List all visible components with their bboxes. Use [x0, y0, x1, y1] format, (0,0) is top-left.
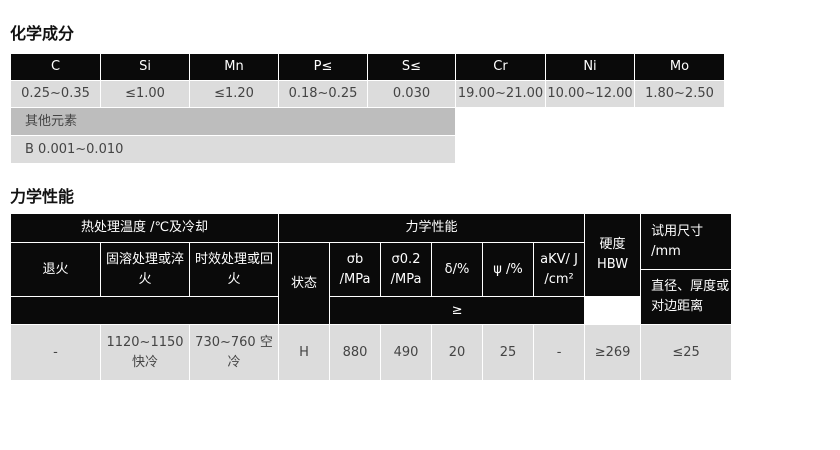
value-mo: 1.80~2.50 — [634, 80, 725, 108]
solution-header: 固溶处理或淬火 — [100, 242, 190, 297]
hardness-value: ≥269 — [584, 324, 642, 381]
header-row: C Si Mn P≤ S≤ Cr Ni Mo — [10, 53, 725, 81]
delta-header: δ/% — [431, 242, 484, 297]
mechanical-title: 力学性能 — [10, 187, 75, 206]
header-mo: Mo — [634, 53, 725, 81]
akv-value: - — [533, 324, 586, 381]
aging-value: 730~760 空冷 — [188, 324, 280, 381]
header-ni: Ni — [545, 53, 635, 81]
size-header: 试用尺寸 /mm — [640, 213, 733, 270]
aging-header: 时效处理或回火 — [188, 242, 280, 297]
heat-treatment-header: 热处理温度 /℃及冷却 — [9, 213, 280, 243]
value-row: 0.25~0.35 ≤1.00 ≤1.20 0.18~0.25 0.030 19… — [10, 80, 725, 108]
value-c: 0.25~0.35 — [10, 80, 101, 108]
value-cr: 19.00~21.00 — [455, 80, 546, 108]
value-p: 0.18~0.25 — [278, 80, 368, 108]
value-mn: ≤1.20 — [189, 80, 279, 108]
state-value: H — [278, 324, 331, 381]
akv-header: aKV/ J /cm² — [533, 242, 586, 297]
psi-value: 25 — [482, 324, 535, 381]
sigma-b-value: 880 — [329, 324, 382, 381]
size-value: ≤25 — [640, 324, 733, 381]
header-p: P≤ — [278, 53, 368, 81]
value-s: 0.030 — [367, 80, 456, 108]
psi-header: ψ /% — [482, 242, 535, 297]
mech-props-header: 力学性能 — [278, 213, 586, 243]
sigma-b-header: σb /MPa — [329, 242, 382, 297]
header-s: S≤ — [367, 53, 456, 81]
sigma-02-header: σ0.2 /MPa — [380, 242, 433, 297]
value-si: ≤1.00 — [100, 80, 190, 108]
size-sub-header: 直径、厚度或对边距离 — [640, 269, 733, 325]
ge-header: ≥ — [329, 296, 586, 325]
value-ni: 10.00~12.00 — [545, 80, 635, 108]
sigma-02-value: 490 — [380, 324, 433, 381]
solution-value: 1120~1150 快冷 — [100, 324, 190, 381]
chemical-title: 化学成分 — [10, 24, 75, 43]
header-si: Si — [100, 53, 190, 81]
annealing-header: 退火 — [10, 242, 101, 297]
delta-value: 20 — [431, 324, 484, 381]
chemical-table: C Si Mn P≤ S≤ Cr Ni Mo 0.25~0.35 ≤1.00 ≤… — [10, 53, 725, 164]
header-c: C — [10, 53, 101, 81]
mechanical-table: 热处理温度 /℃及冷却 力学性能 硬度 HBW 试用尺寸 /mm 退火 固溶处理… — [9, 213, 733, 381]
hardness-header: 硬度 HBW — [584, 213, 642, 297]
data-row: - 1120~1150 快冷 730~760 空冷 H 880 490 20 2… — [10, 324, 733, 381]
annealing-value: - — [10, 324, 101, 381]
other-elements-value: B 0.001~0.010 — [10, 135, 456, 164]
header-mn: Mn — [189, 53, 279, 81]
other-elements-label: 其他元素 — [10, 107, 456, 136]
header-cr: Cr — [455, 53, 546, 81]
state-header: 状态 — [278, 242, 331, 325]
